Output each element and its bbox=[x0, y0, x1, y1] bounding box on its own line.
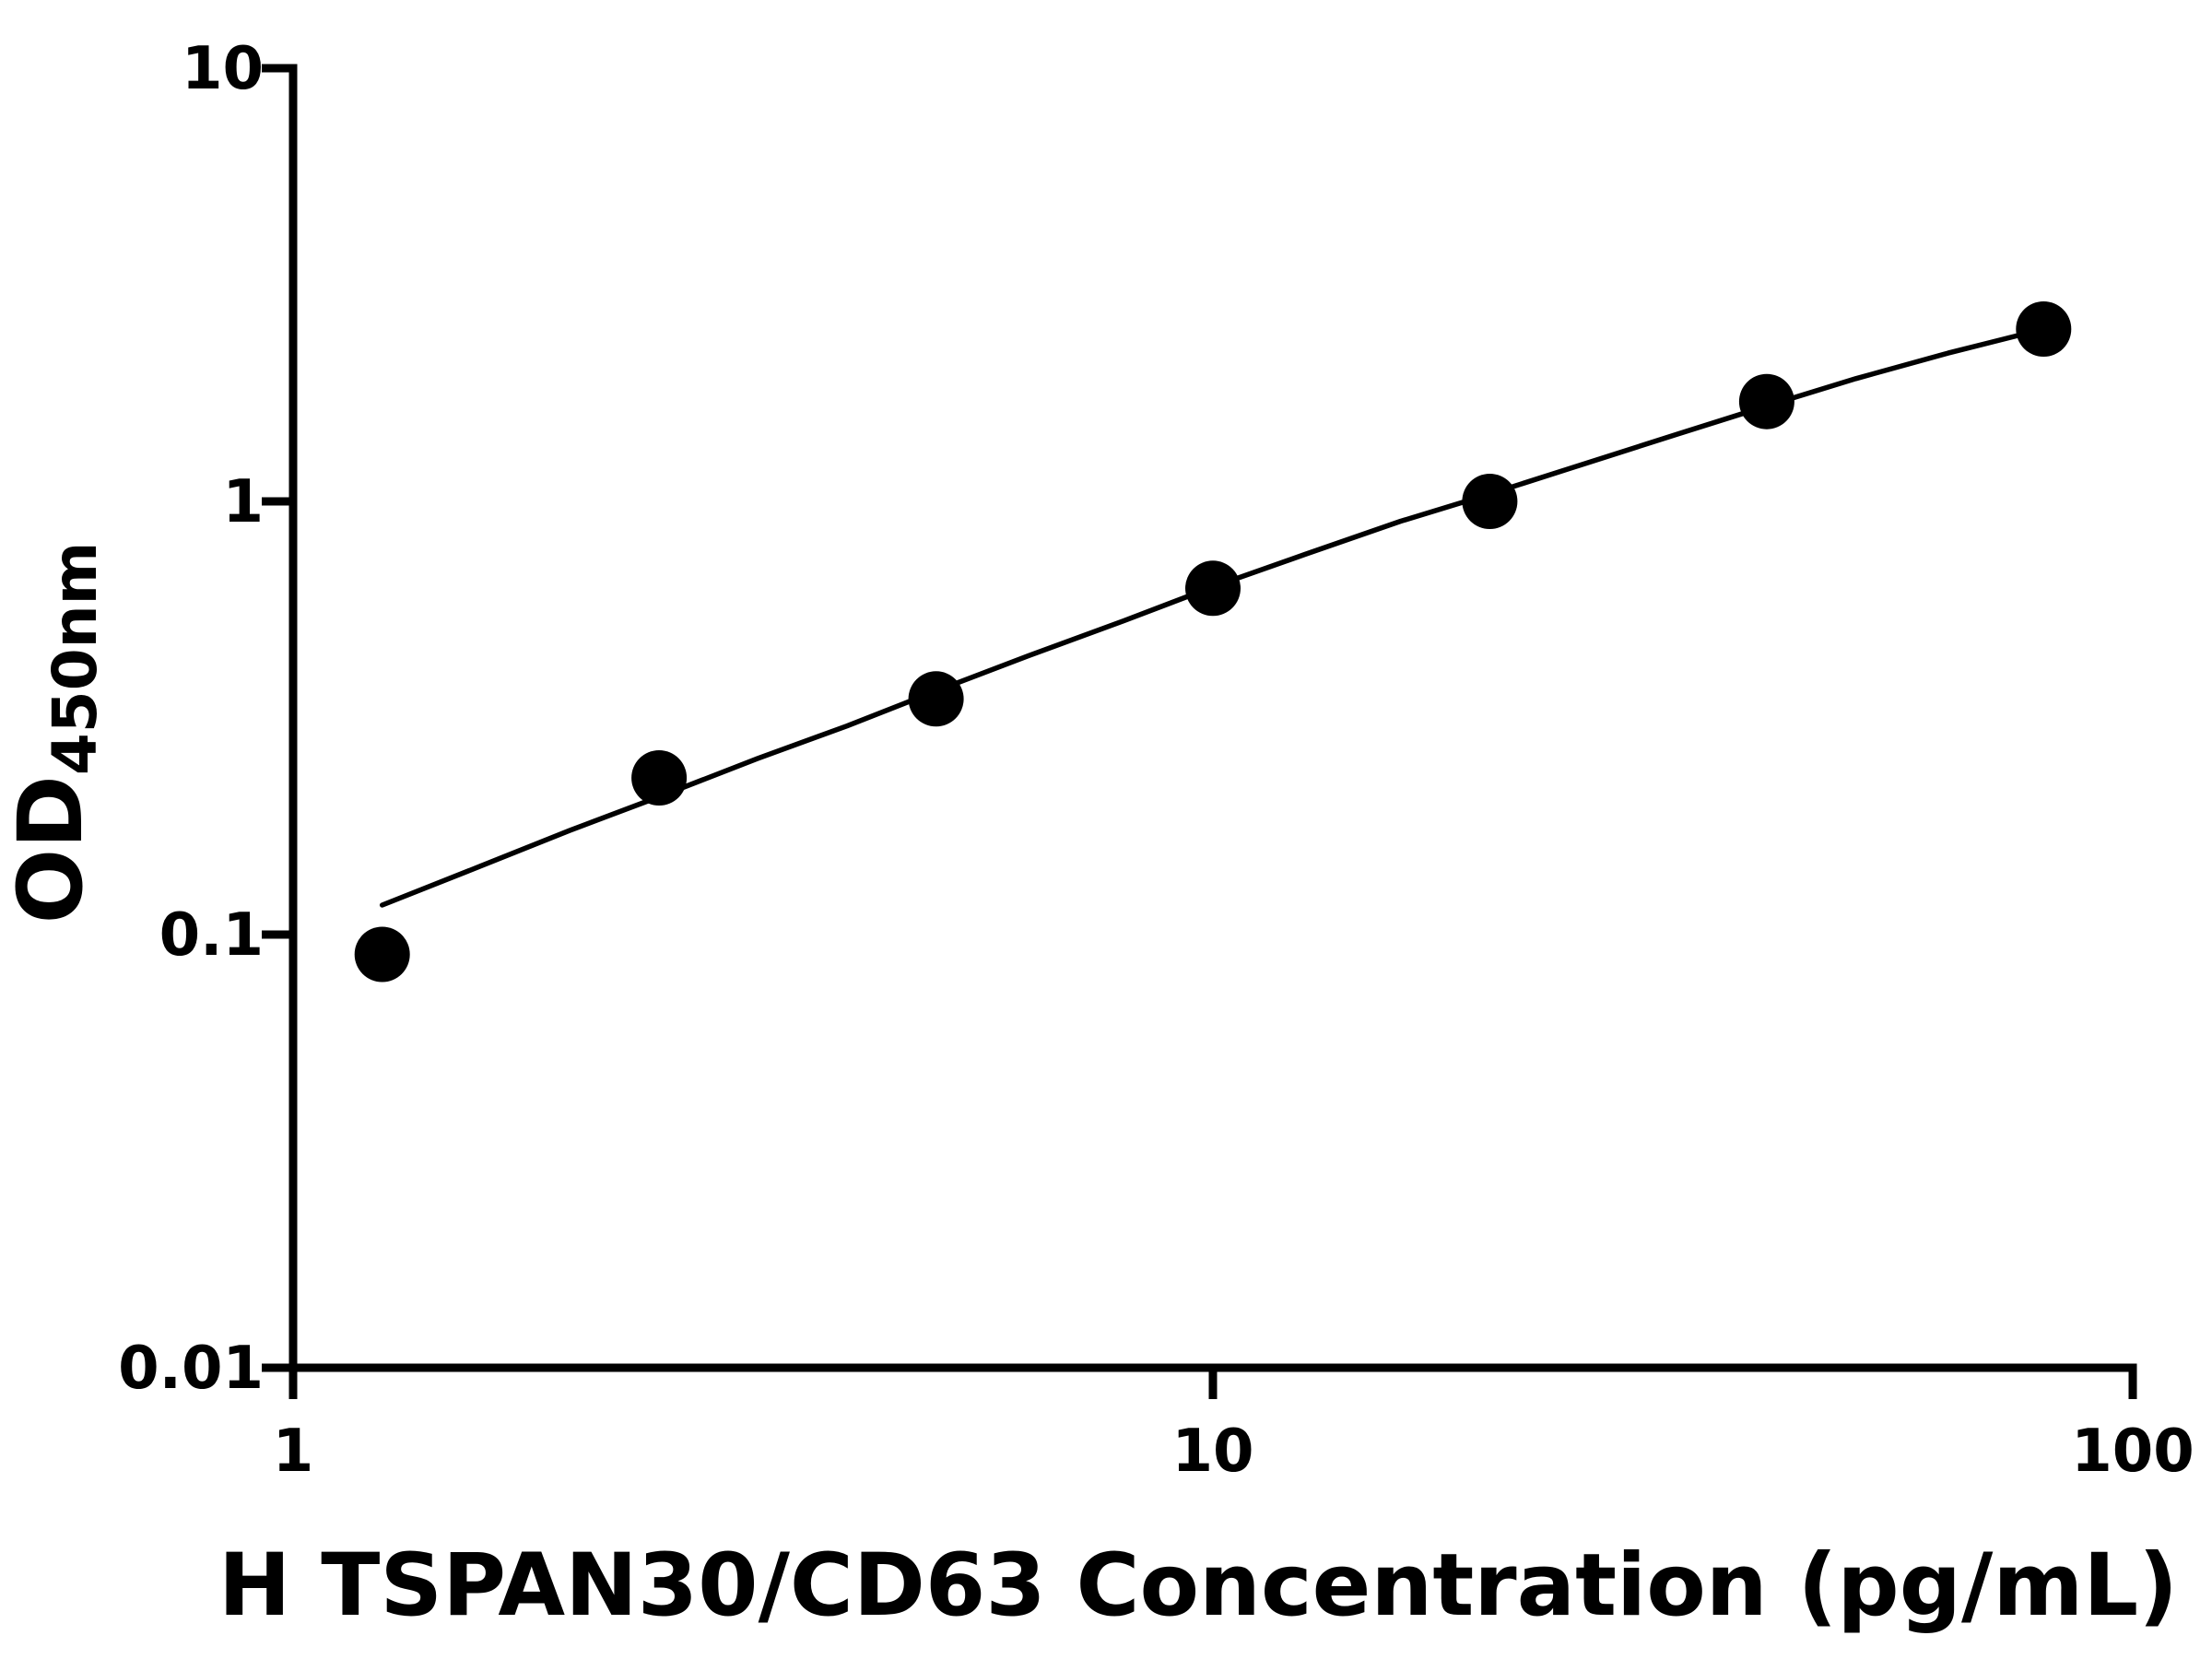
x-tick-label: 10 bbox=[1171, 1418, 1253, 1486]
y-tick-label: 1 bbox=[222, 468, 264, 536]
data-point bbox=[1462, 474, 1518, 529]
y-axis-title-subscript: 450nm bbox=[40, 542, 111, 776]
fit-curve-line bbox=[379, 326, 2047, 908]
x-axis-title: H TSPAN30/CD63 Concentration (pg/mL) bbox=[218, 1535, 2178, 1636]
y-axis-title-main: OD bbox=[0, 775, 102, 924]
data-point bbox=[354, 926, 410, 982]
x-tick-label: 1 bbox=[273, 1418, 314, 1486]
x-tick-label: 100 bbox=[2071, 1418, 2194, 1486]
y-tick-label: 0.01 bbox=[118, 1335, 264, 1403]
data-point bbox=[1185, 560, 1241, 617]
y-tick-label: 0.1 bbox=[159, 901, 264, 970]
data-point bbox=[631, 750, 688, 806]
data-point bbox=[908, 671, 964, 727]
axis-lines bbox=[288, 64, 2137, 1372]
data-point bbox=[1738, 373, 1794, 429]
plot-area: 1 10 100 0.01 0.1 1 10 bbox=[118, 35, 2194, 1486]
y-tick-label: 10 bbox=[182, 35, 264, 103]
data-point bbox=[2016, 301, 2072, 357]
y-axis-title: OD450nm bbox=[0, 542, 111, 924]
